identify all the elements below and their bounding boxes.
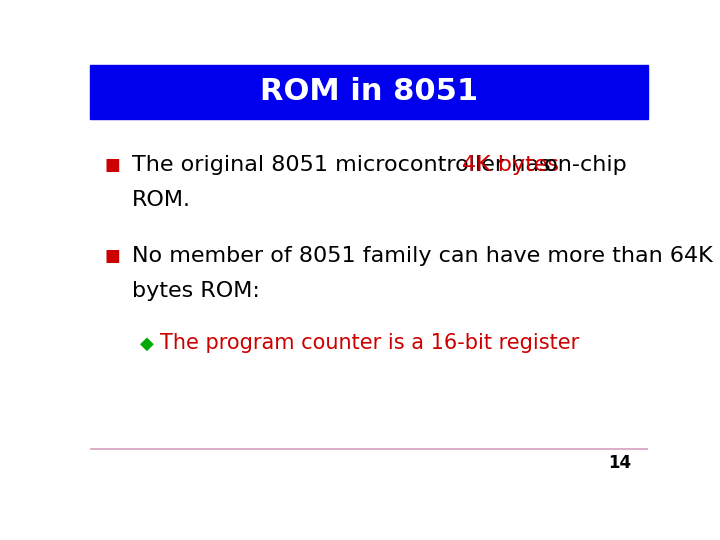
Text: The program counter is a 16-bit register: The program counter is a 16-bit register <box>160 333 579 353</box>
Text: ROM.: ROM. <box>132 190 191 210</box>
Text: ■: ■ <box>104 156 120 173</box>
Text: No member of 8051 family can have more than 64K: No member of 8051 family can have more t… <box>132 246 713 266</box>
FancyBboxPatch shape <box>90 65 648 119</box>
Text: ■: ■ <box>104 247 120 265</box>
Text: 14: 14 <box>608 454 631 472</box>
Text: 4K bytes: 4K bytes <box>462 154 559 174</box>
Text: The original 8051 microcontroller has: The original 8051 microcontroller has <box>132 154 557 174</box>
Text: ROM in 8051: ROM in 8051 <box>260 77 478 106</box>
Text: bytes ROM:: bytes ROM: <box>132 281 260 301</box>
Text: on-chip: on-chip <box>537 154 627 174</box>
Text: ◆: ◆ <box>140 334 154 353</box>
